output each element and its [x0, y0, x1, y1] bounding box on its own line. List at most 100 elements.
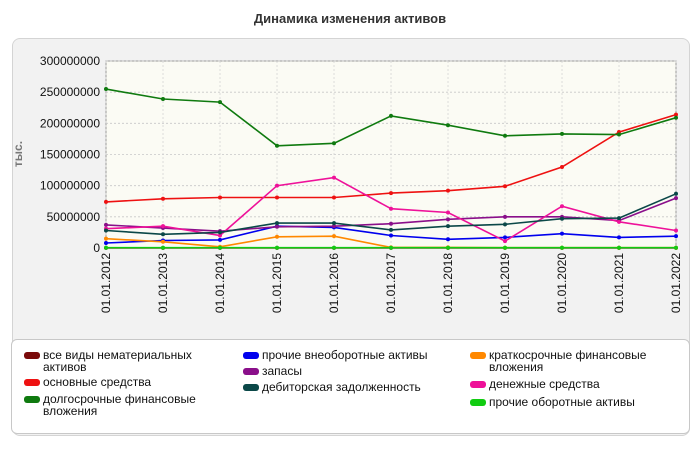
- legend-label: долгосрочные финансовые вложения: [43, 392, 196, 418]
- data-point: [503, 239, 507, 244]
- legend-label: денежные средства: [489, 377, 600, 391]
- x-tick-label: 01.01.2016: [327, 253, 341, 313]
- data-point: [503, 214, 507, 219]
- data-point: [161, 239, 165, 244]
- data-point: [161, 196, 165, 201]
- legend-item[interactable]: все виды нематериальных активов: [24, 349, 228, 373]
- x-tick-label: 01.01.2012: [99, 253, 113, 313]
- data-point: [332, 221, 336, 226]
- data-point: [389, 113, 393, 118]
- data-point: [275, 195, 279, 200]
- y-tick-label: 150000000: [40, 148, 100, 162]
- data-point: [389, 206, 393, 211]
- y-tick-label: 0: [93, 241, 100, 255]
- data-point: [389, 227, 393, 232]
- legend-swatch: [243, 384, 259, 391]
- x-tick-label: 01.01.2015: [270, 253, 284, 313]
- data-point: [275, 143, 279, 148]
- legend-swatch: [24, 352, 40, 359]
- legend-item[interactable]: денежные средства: [470, 378, 674, 390]
- data-point: [104, 222, 108, 227]
- data-point: [161, 245, 165, 250]
- legend-label: все виды нематериальных активов: [43, 348, 192, 374]
- data-point: [503, 245, 507, 250]
- legend-label: прочие оборотные активы: [489, 395, 635, 409]
- data-point: [218, 100, 222, 105]
- data-point: [674, 228, 678, 233]
- data-point: [104, 241, 108, 246]
- data-point: [560, 164, 564, 169]
- y-tick-label: 50000000: [47, 210, 101, 224]
- legend-swatch: [243, 368, 259, 375]
- data-point: [617, 235, 621, 240]
- data-point: [275, 245, 279, 250]
- data-point: [161, 232, 165, 237]
- x-tick-label: 01.01.2021: [612, 253, 626, 313]
- line-chart: 0 50000000 100000000 150000000 200000000 2500…: [11, 54, 683, 313]
- legend-item[interactable]: дебиторская задолженность: [243, 381, 447, 393]
- data-point: [161, 97, 165, 102]
- legend-swatch: [470, 399, 486, 406]
- data-point: [617, 216, 621, 221]
- x-tick-label: 01.01.2019: [498, 253, 512, 313]
- legend-swatch: [470, 352, 486, 359]
- legend: все виды нематериальных активов основные…: [11, 339, 690, 434]
- legend-swatch: [24, 396, 40, 403]
- data-point: [503, 133, 507, 138]
- data-point: [275, 224, 279, 229]
- y-tick-label: 250000000: [40, 85, 100, 99]
- legend-label: основные средства: [43, 375, 152, 389]
- data-point: [332, 175, 336, 180]
- data-point: [617, 219, 621, 224]
- data-point: [332, 245, 336, 250]
- data-point: [275, 183, 279, 188]
- x-tick-label: 01.01.2022: [669, 253, 683, 313]
- data-point: [446, 224, 450, 229]
- chart-title: Динамика изменения активов: [253, 11, 447, 26]
- data-point: [446, 210, 450, 215]
- data-point: [674, 234, 678, 239]
- data-point: [503, 235, 507, 240]
- legend-swatch: [243, 352, 259, 359]
- legend-swatch: [24, 379, 40, 386]
- data-point: [332, 234, 336, 239]
- data-point: [218, 230, 222, 235]
- data-point: [560, 231, 564, 236]
- data-point: [104, 245, 108, 250]
- legend-item[interactable]: долгосрочные финансовые вложения: [24, 393, 228, 417]
- legend-item[interactable]: основные средства: [24, 376, 228, 388]
- legend-item[interactable]: прочие внеоборотные активы: [243, 349, 447, 361]
- legend-swatch: [470, 381, 486, 388]
- data-point: [617, 245, 621, 250]
- data-point: [560, 131, 564, 136]
- data-point: [161, 224, 165, 229]
- y-tick-label: 100000000: [40, 179, 100, 193]
- data-point: [446, 217, 450, 222]
- x-tick-label: 01.01.2018: [441, 253, 455, 313]
- data-point: [446, 245, 450, 250]
- data-point: [275, 234, 279, 239]
- y-axis-label: тыс.: [11, 141, 25, 167]
- data-point: [104, 236, 108, 241]
- legend-item[interactable]: запасы: [243, 365, 447, 377]
- x-tick-label: 01.01.2013: [156, 253, 170, 313]
- data-point: [389, 233, 393, 238]
- data-point: [446, 123, 450, 128]
- data-point: [218, 245, 222, 250]
- data-point: [617, 132, 621, 137]
- data-point: [389, 245, 393, 250]
- data-point: [332, 224, 336, 229]
- data-point: [218, 237, 222, 242]
- legend-item[interactable]: краткосрочные финансовые вложения: [470, 349, 674, 373]
- legend-label: дебиторская задолженность: [262, 380, 421, 394]
- y-tick-label: 300000000: [40, 54, 100, 68]
- data-point: [503, 222, 507, 227]
- legend-item[interactable]: прочие оборотные активы: [470, 396, 674, 408]
- legend-label: прочие внеоборотные активы: [262, 348, 428, 362]
- data-point: [674, 245, 678, 250]
- data-point: [674, 115, 678, 120]
- data-point: [674, 196, 678, 201]
- y-tick-label: 200000000: [40, 116, 100, 130]
- data-point: [332, 195, 336, 200]
- data-point: [104, 199, 108, 204]
